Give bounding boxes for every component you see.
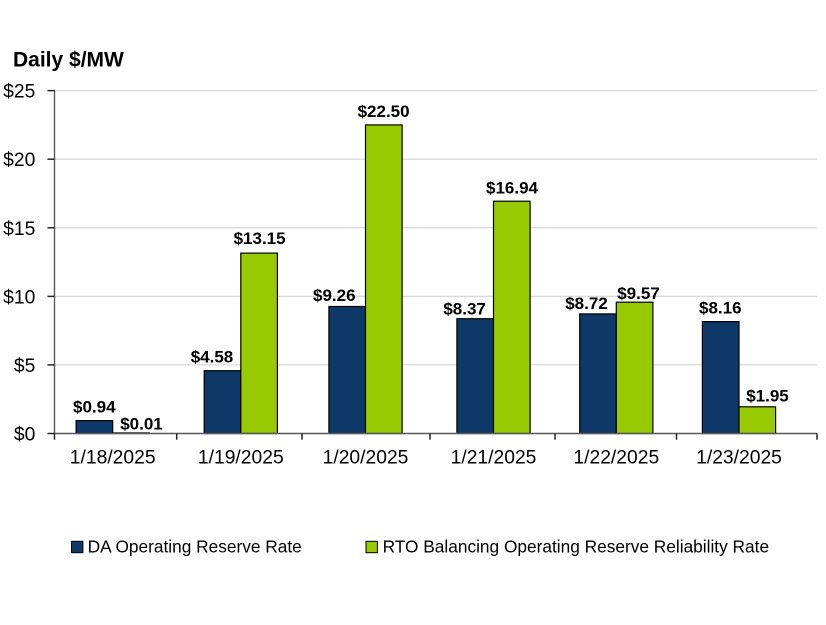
svg-text:$15: $15	[3, 219, 35, 240]
svg-text:1/22/2025: 1/22/2025	[573, 447, 659, 468]
svg-text:DA Operating Reserve Rate: DA Operating Reserve Rate	[88, 537, 302, 557]
svg-text:$5: $5	[14, 356, 35, 377]
svg-text:$0.94: $0.94	[73, 398, 116, 417]
svg-text:$0: $0	[14, 425, 35, 446]
svg-text:$22.50: $22.50	[358, 102, 410, 121]
svg-text:$8.37: $8.37	[443, 300, 486, 319]
svg-text:1/20/2025: 1/20/2025	[323, 447, 409, 468]
svg-text:1/21/2025: 1/21/2025	[451, 447, 537, 468]
svg-text:1/23/2025: 1/23/2025	[696, 447, 782, 468]
svg-text:RTO Balancing Operating Reserv: RTO Balancing Operating Reserve Reliabil…	[383, 537, 769, 557]
svg-text:$9.26: $9.26	[313, 286, 356, 305]
svg-text:1/18/2025: 1/18/2025	[70, 447, 156, 468]
svg-text:$25: $25	[3, 82, 35, 103]
svg-text:$16.94: $16.94	[486, 178, 539, 197]
svg-text:$4.58: $4.58	[191, 348, 234, 367]
svg-text:1/19/2025: 1/19/2025	[198, 447, 284, 468]
svg-text:$20: $20	[3, 150, 35, 171]
svg-text:$8.72: $8.72	[565, 294, 608, 313]
svg-text:$13.15: $13.15	[234, 229, 286, 248]
svg-text:$9.57: $9.57	[617, 284, 660, 303]
svg-text:$0.01: $0.01	[120, 415, 163, 434]
svg-text:Daily $/MW: Daily $/MW	[13, 48, 124, 71]
svg-text:$1.95: $1.95	[746, 387, 789, 406]
svg-text:$10: $10	[3, 287, 35, 308]
svg-text:$8.16: $8.16	[699, 299, 742, 318]
